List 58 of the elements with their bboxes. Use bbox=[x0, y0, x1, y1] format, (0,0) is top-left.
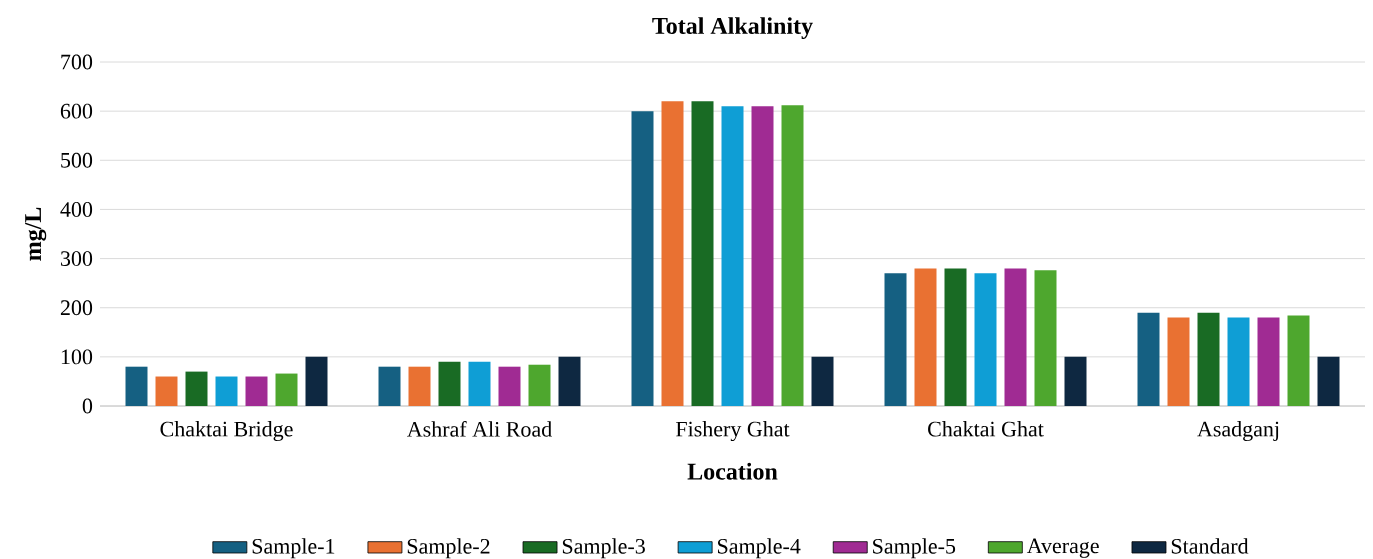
bar bbox=[811, 356, 834, 406]
y-tick-label: 600 bbox=[60, 103, 93, 119]
bar bbox=[1167, 317, 1190, 406]
bar bbox=[1257, 317, 1280, 406]
bar bbox=[245, 376, 268, 406]
bar bbox=[1227, 317, 1250, 406]
bar bbox=[1137, 312, 1160, 406]
x-tick-label: Ashraf Ali Road bbox=[407, 421, 552, 437]
legend-label: Sample-2 bbox=[407, 538, 490, 559]
y-tick-label: 700 bbox=[61, 54, 93, 70]
x-tick-label: Asadganj bbox=[1197, 421, 1279, 442]
x-axis-title: Location bbox=[687, 462, 778, 480]
legend-label: Average bbox=[1026, 538, 1099, 558]
bar bbox=[1034, 270, 1057, 406]
legend-label: Sample-5 bbox=[873, 538, 956, 559]
bar bbox=[944, 268, 967, 406]
bar bbox=[691, 101, 714, 406]
bar bbox=[751, 106, 774, 406]
legend-label: Sample-3 bbox=[562, 538, 645, 559]
y-tick-label: 400 bbox=[60, 202, 93, 217]
bar bbox=[558, 356, 581, 406]
y-tick-label: 100 bbox=[61, 349, 93, 365]
bar bbox=[498, 366, 521, 406]
bar bbox=[781, 105, 804, 406]
bar bbox=[125, 366, 148, 406]
bar bbox=[215, 376, 238, 406]
bar bbox=[438, 361, 461, 406]
bar bbox=[378, 366, 401, 406]
bar bbox=[1064, 356, 1087, 406]
bar bbox=[1287, 315, 1310, 406]
bar bbox=[661, 101, 684, 406]
bar bbox=[185, 371, 208, 406]
bar bbox=[1004, 268, 1027, 406]
bar bbox=[155, 376, 178, 406]
y-tick-label: 200 bbox=[60, 300, 93, 316]
bar bbox=[1317, 356, 1340, 406]
y-tick-label: 300 bbox=[61, 251, 93, 266]
bar bbox=[884, 273, 907, 406]
x-tick-label: Chaktai Bridge bbox=[160, 421, 293, 442]
legend-label: Sample-4 bbox=[717, 538, 801, 559]
bar bbox=[468, 361, 491, 406]
bar bbox=[914, 268, 937, 406]
legend-label: Standard bbox=[1171, 538, 1249, 554]
chart-title: Total Alkalinity bbox=[652, 17, 813, 39]
bar bbox=[721, 106, 744, 406]
bar bbox=[528, 364, 551, 406]
x-tick-label: Fishery Ghat bbox=[675, 421, 790, 442]
y-axis-title: mg/L bbox=[25, 207, 47, 261]
bar bbox=[275, 373, 298, 406]
legend-label: Sample-1 bbox=[252, 538, 335, 559]
bar bbox=[305, 356, 328, 406]
bar bbox=[631, 111, 654, 406]
y-tick-label: 500 bbox=[61, 152, 93, 168]
x-tick-label: Chaktai Ghat bbox=[928, 421, 1044, 437]
y-tick-label: 0 bbox=[82, 398, 93, 414]
bar bbox=[974, 273, 997, 406]
bar bbox=[1197, 312, 1220, 406]
bar bbox=[408, 366, 431, 406]
